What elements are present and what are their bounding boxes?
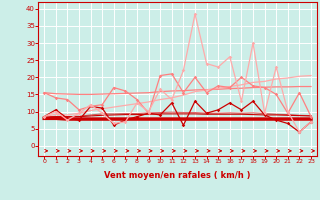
X-axis label: Vent moyen/en rafales ( km/h ): Vent moyen/en rafales ( km/h ): [104, 171, 251, 180]
